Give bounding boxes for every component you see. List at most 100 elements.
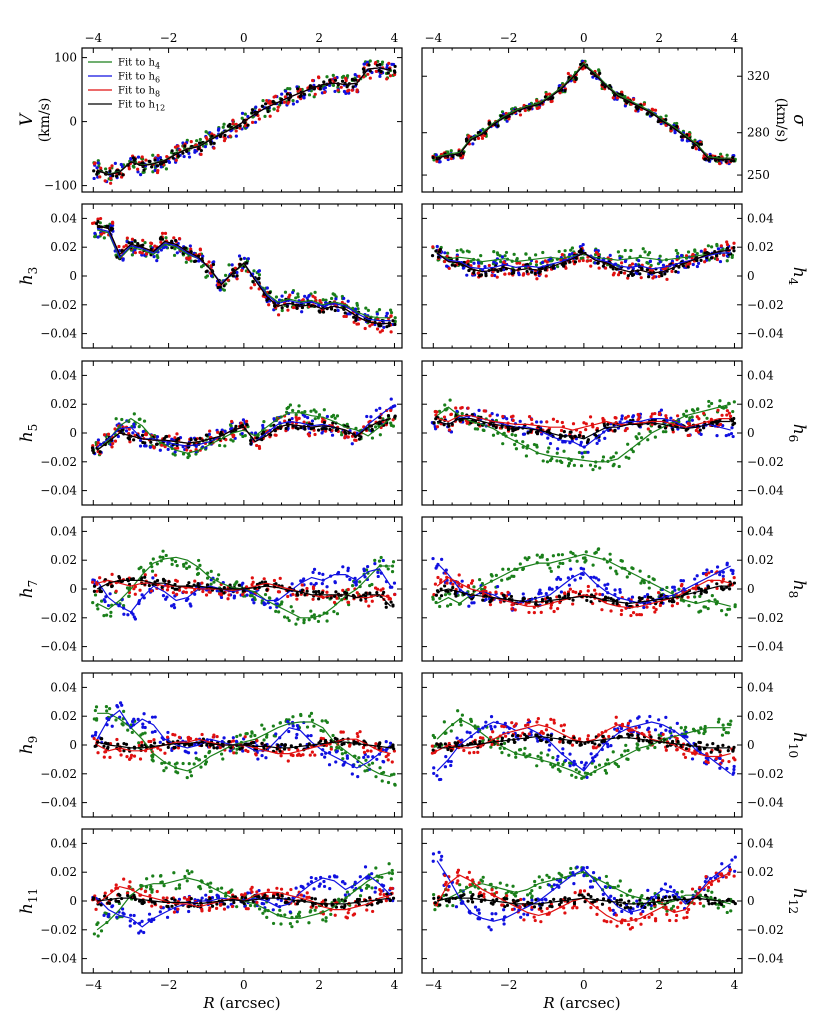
data-point-h4 (184, 561, 188, 565)
data-point-h12 (245, 423, 249, 427)
data-point-h4 (93, 235, 97, 239)
data-point-h8 (176, 446, 180, 450)
data-point-h4 (272, 107, 276, 111)
data-point-h8 (125, 236, 129, 240)
data-point-h12 (663, 272, 667, 276)
y-axis-unit: (km/s) (773, 98, 789, 143)
data-point-h4 (475, 427, 480, 431)
data-point-h4 (561, 561, 565, 566)
data-point-h8 (619, 612, 623, 617)
data-point-h6 (110, 724, 114, 728)
data-point-h4 (658, 254, 662, 258)
data-point-h4 (186, 455, 190, 460)
data-point-h8 (98, 216, 103, 221)
data-point-h8 (311, 587, 316, 591)
data-point-h8 (368, 324, 372, 328)
data-point-h6 (161, 594, 166, 598)
data-point-h12 (237, 583, 241, 587)
data-point-h12 (160, 585, 164, 589)
data-point-h8 (111, 441, 115, 446)
y-tick-label: 0 (69, 426, 77, 440)
data-point-h12 (320, 590, 325, 595)
data-point-h4 (142, 419, 147, 423)
data-point-h4 (356, 307, 360, 311)
data-point-h12 (512, 271, 516, 275)
data-point-h4 (646, 261, 650, 265)
data-point-h6 (431, 556, 435, 561)
data-point-h8 (177, 237, 182, 241)
y-tick-label: −0.04 (747, 640, 784, 654)
data-point-h8 (350, 88, 354, 92)
data-point-h8 (108, 166, 112, 170)
data-point-h6 (240, 431, 244, 436)
data-point-h6 (223, 429, 227, 434)
data-point-h6 (467, 604, 471, 608)
data-point-h6 (320, 582, 324, 586)
data-point-h4 (299, 712, 303, 717)
data-point-h6 (645, 593, 650, 597)
data-point-h12 (266, 109, 270, 114)
data-point-h4 (199, 765, 203, 769)
data-point-h6 (302, 96, 306, 100)
data-point-h12 (574, 77, 578, 81)
data-point-h4 (577, 450, 582, 455)
data-point-h4 (690, 415, 694, 419)
data-point-h4 (175, 564, 179, 568)
data-point-h12 (158, 237, 163, 241)
data-point-h6 (321, 572, 325, 576)
data-point-h4 (557, 249, 561, 254)
y-axis-label: h4 (786, 267, 809, 286)
data-point-h12 (489, 598, 493, 603)
data-point-h4 (388, 308, 393, 312)
data-point-h6 (353, 73, 357, 77)
data-point-h12 (530, 270, 534, 274)
data-point-h8 (636, 412, 640, 417)
data-point-h6 (566, 576, 570, 580)
data-point-h4 (593, 464, 597, 468)
data-point-h12 (598, 71, 602, 76)
data-point-h4 (131, 164, 135, 168)
data-point-h12 (92, 589, 97, 593)
data-point-h12 (443, 584, 447, 588)
data-point-h12 (211, 262, 216, 267)
data-point-h8 (189, 140, 193, 144)
data-point-h6 (558, 577, 563, 581)
data-point-h12 (131, 156, 136, 160)
data-point-h6 (550, 587, 554, 591)
data-point-h6 (690, 418, 694, 422)
data-point-h6 (240, 111, 245, 115)
data-point-h12 (132, 159, 136, 163)
data-point-h4 (584, 550, 588, 554)
data-point-h6 (569, 567, 573, 571)
data-point-h8 (447, 266, 451, 271)
data-point-h8 (624, 416, 628, 420)
data-point-h8 (545, 260, 549, 264)
data-point-h6 (721, 574, 725, 578)
data-point-h12 (551, 266, 555, 270)
data-point-h4 (155, 562, 159, 566)
data-point-h6 (300, 310, 304, 314)
data-point-h6 (643, 594, 647, 599)
data-point-h12 (226, 124, 231, 128)
data-point-h8 (102, 433, 107, 437)
data-point-h4 (706, 606, 710, 611)
data-point-h12 (212, 141, 216, 145)
data-point-h4 (370, 761, 375, 765)
data-point-h6 (218, 288, 222, 292)
data-point-h8 (370, 599, 374, 603)
data-point-h8 (653, 610, 657, 614)
data-point-h4 (312, 724, 316, 728)
data-point-h4 (455, 248, 459, 253)
data-point-h4 (243, 112, 247, 116)
data-point-h12 (132, 438, 136, 442)
data-point-h8 (476, 136, 481, 140)
data-point-h8 (697, 417, 701, 421)
y-tick-label: 0.02 (50, 553, 77, 567)
data-point-h8 (380, 329, 384, 333)
data-point-h6 (113, 161, 117, 165)
data-point-h12 (255, 436, 259, 440)
data-point-h8 (482, 409, 486, 413)
data-point-h8 (686, 595, 690, 599)
